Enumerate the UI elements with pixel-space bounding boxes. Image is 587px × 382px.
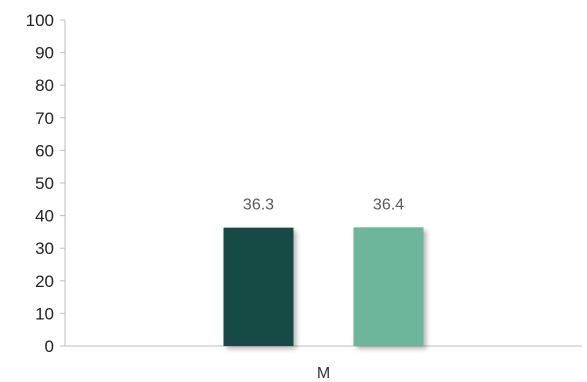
y-tick-label: 60: [35, 141, 54, 160]
data-label: 36.4: [373, 196, 404, 213]
y-tick-label: 50: [35, 174, 54, 193]
x-axis-labels: M: [317, 365, 330, 382]
y-tick-label: 20: [35, 272, 54, 291]
y-tick-label: 40: [35, 207, 54, 226]
y-tick-label: 10: [35, 304, 54, 323]
bar-series-1: [223, 227, 294, 346]
y-tick-label: 70: [35, 109, 54, 128]
bar-series-2: [353, 227, 424, 346]
x-axis: M: [65, 345, 582, 382]
y-tick-label: 100: [26, 11, 54, 30]
x-tick-label: M: [317, 365, 330, 382]
data-labels: 36.3 36.4: [243, 196, 404, 213]
data-label: 36.3: [243, 197, 274, 214]
y-tick-label: 0: [45, 337, 54, 356]
y-tick-label: 80: [35, 76, 54, 95]
y-tick-label: 30: [35, 239, 54, 258]
y-tick-label: 90: [35, 44, 54, 63]
bars: [223, 227, 424, 346]
y-axis-ticks: 0 10 20 30 40 50 60 70 80 90 100: [26, 11, 65, 356]
y-axis: 0 10 20 30 40 50 60 70 80 90 100: [26, 11, 66, 356]
